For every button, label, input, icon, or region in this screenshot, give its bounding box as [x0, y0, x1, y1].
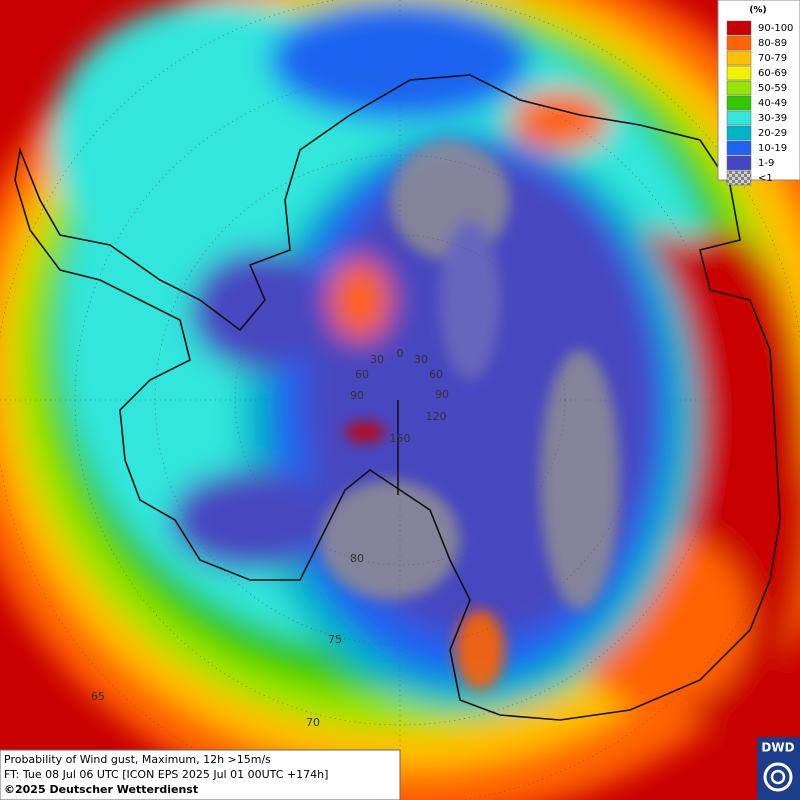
legend-swatch — [726, 20, 752, 36]
grid-label: 150 — [390, 432, 411, 445]
coastline — [14, 74, 781, 721]
grid-label: 60 — [355, 368, 369, 381]
grid-label: 80 — [350, 552, 364, 565]
grid-label: 75 — [328, 633, 342, 646]
grid-label: 60 — [429, 368, 443, 381]
caption-line: Probability of Wind gust, Maximum, 12h >… — [4, 753, 271, 766]
logo-text: DWD — [761, 741, 794, 755]
legend-swatch — [726, 65, 752, 81]
legend-swatch — [726, 110, 752, 126]
caption-line: ©2025 Deutscher Wetterdienst — [4, 783, 198, 796]
legend-swatch — [726, 80, 752, 96]
grid-label: 30 — [414, 353, 428, 366]
legend-swatch — [726, 95, 752, 111]
logo-swirl — [770, 769, 786, 785]
legend-label: 10-19 — [758, 143, 787, 154]
logo: DWD — [757, 737, 800, 800]
legend-label: 50-59 — [758, 83, 787, 94]
legend-swatch — [726, 170, 752, 186]
legend-label: 90-100 — [758, 23, 793, 34]
grid-label: 120 — [426, 410, 447, 423]
legend-label: <1 — [758, 173, 773, 184]
grid-label: 0 — [397, 347, 404, 360]
legend-swatch — [726, 50, 752, 66]
grid-label: 70 — [306, 716, 320, 729]
caption-line: FT: Tue 08 Jul 06 UTC [ICON EPS 2025 Jul… — [4, 768, 328, 781]
legend-label: 70-79 — [758, 53, 787, 64]
legend-label: 30-39 — [758, 113, 787, 124]
logo-swirl — [763, 762, 793, 792]
legend-swatch — [726, 155, 752, 171]
grid-label: 65 — [91, 690, 105, 703]
grid-label: 90 — [350, 389, 364, 402]
legend-label: 60-69 — [758, 68, 787, 79]
legend-swatch — [726, 125, 752, 141]
legend: (%) 90-100 80-89 70-79 60-69 50-59 40-49 30-39… — [717, 0, 800, 186]
legend-label: 1-9 — [758, 158, 774, 169]
grid-label: 90 — [435, 388, 449, 401]
legend-swatch — [726, 140, 752, 156]
caption: Probability of Wind gust, Maximum, 12h >… — [0, 749, 401, 800]
legend-title: (%) — [749, 6, 766, 16]
legend-label: 40-49 — [758, 98, 787, 109]
legend-label: 20-29 — [758, 128, 787, 139]
caption-box — [0, 749, 401, 800]
grid-label: 30 — [370, 353, 384, 366]
legend-swatch — [726, 35, 752, 51]
legend-label: 80-89 — [758, 38, 787, 49]
